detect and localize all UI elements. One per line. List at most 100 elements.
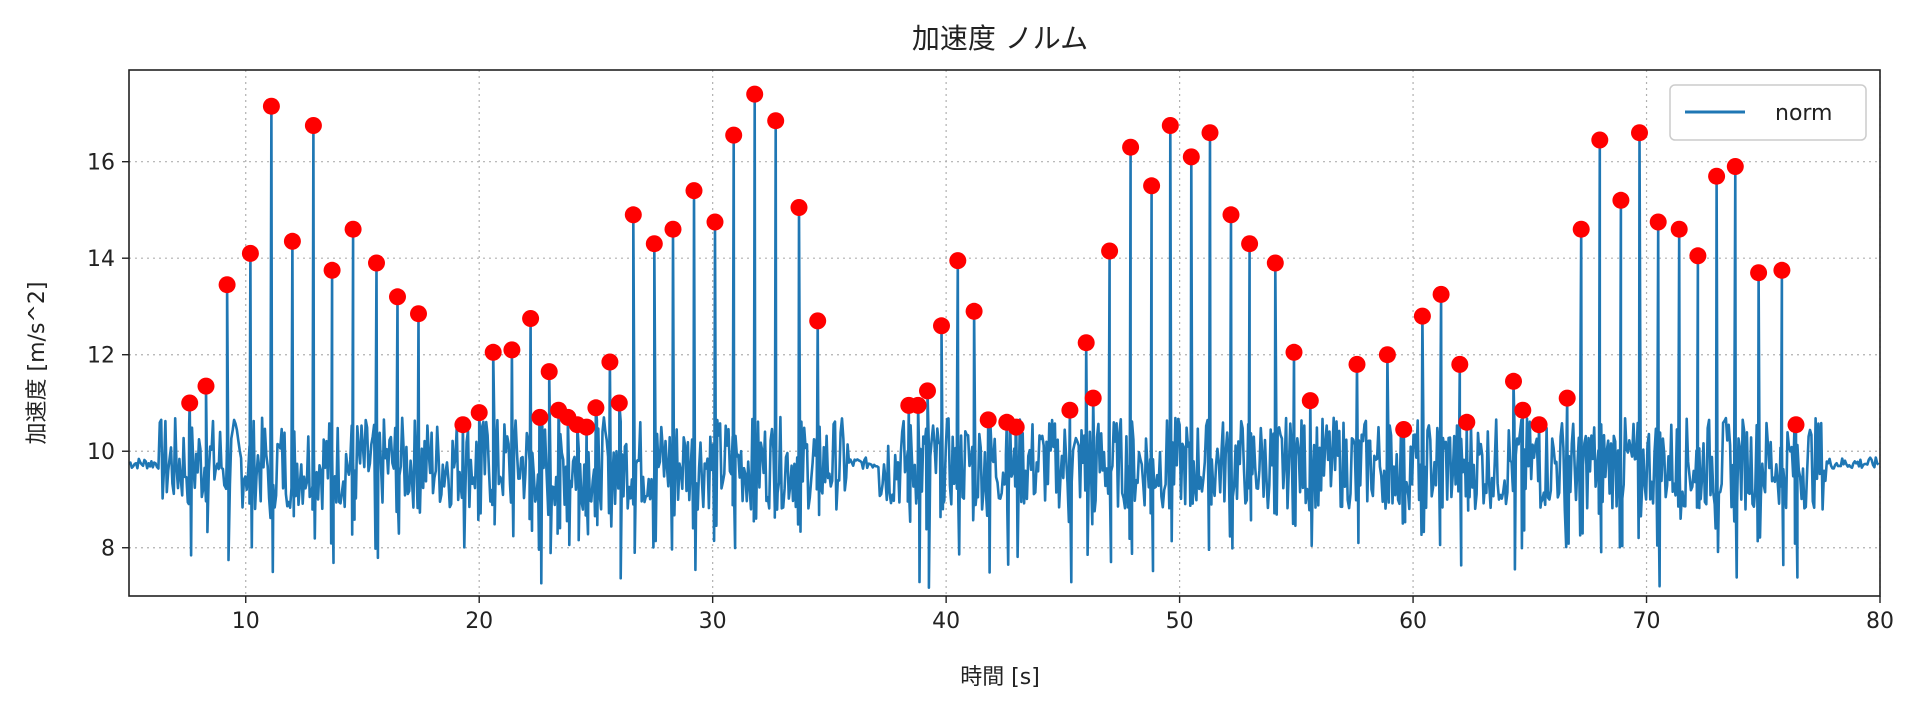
peak-marker: [949, 252, 967, 270]
y-axis-label: 加速度 [m/s^2]: [25, 282, 50, 445]
peak-marker: [909, 396, 927, 414]
legend: norm: [1669, 84, 1867, 141]
y-tick-label: 16: [87, 151, 115, 176]
x-tick-label: 20: [465, 609, 493, 634]
axis-ticks: 10 20 30 40 50 60 70 80 8 10 12 14 16: [87, 151, 1894, 634]
peak-marker: [919, 382, 936, 400]
x-tick-label: 70: [1633, 609, 1661, 634]
legend-label-norm: norm: [1775, 101, 1833, 126]
grid-lines: [129, 70, 1881, 596]
peak-marker: [1572, 220, 1590, 238]
peak-marker: [1348, 355, 1366, 373]
peak-marker: [1558, 389, 1576, 407]
peak-marker: [685, 182, 703, 200]
peak-marker: [933, 317, 950, 335]
peak-marker: [1241, 235, 1259, 253]
x-tick-label: 60: [1399, 609, 1427, 634]
peak-marker: [1670, 220, 1688, 238]
peak-marker: [1750, 264, 1768, 282]
peak-marker: [1201, 124, 1219, 142]
peak-marker: [1432, 285, 1450, 303]
peak-marker: [1787, 416, 1805, 434]
peak-marker: [1285, 343, 1303, 361]
peak-marker: [262, 97, 280, 115]
x-tick-label: 80: [1866, 609, 1894, 634]
peak-marker: [746, 85, 764, 103]
peak-marker: [725, 126, 743, 144]
peak-marker: [767, 112, 785, 130]
peak-marker: [410, 305, 427, 323]
peak-marker: [624, 206, 642, 224]
x-tick-label: 40: [932, 609, 960, 634]
peak-marker: [283, 232, 301, 250]
peak-marker: [1266, 254, 1284, 272]
peak-marker: [1708, 167, 1726, 185]
peak-marker: [470, 404, 488, 422]
peak-marker: [1061, 401, 1079, 419]
peak-marker: [790, 199, 808, 216]
peak-marker: [368, 254, 385, 272]
peak-marker: [540, 363, 558, 381]
y-tick-label: 10: [87, 440, 115, 465]
peak-marker: [664, 220, 682, 238]
peak-marker: [610, 394, 628, 412]
peak-marker: [1077, 334, 1095, 352]
peak-marker: [181, 394, 199, 412]
peak-marker: [1612, 191, 1630, 209]
peak-marker: [503, 341, 521, 359]
peak-marker: [1084, 389, 1102, 407]
peak-marker: [1649, 213, 1667, 231]
y-tick-label: 14: [87, 247, 115, 272]
legend-box: [1669, 84, 1867, 141]
x-tick-label: 30: [699, 609, 727, 634]
peak-marker: [1222, 206, 1240, 224]
peak-markers: [181, 85, 1805, 438]
peak-marker: [1143, 177, 1161, 195]
peak-marker: [1458, 413, 1476, 431]
norm-series: [128, 92, 1880, 589]
peak-marker: [1161, 117, 1179, 134]
peak-marker: [531, 408, 549, 426]
peak-marker: [1395, 421, 1413, 438]
peak-marker: [1122, 138, 1140, 156]
peak-marker: [1007, 418, 1025, 436]
peak-marker: [454, 416, 472, 434]
norm-line: [128, 92, 1880, 589]
peak-marker: [809, 312, 827, 330]
peak-marker: [965, 302, 983, 320]
peak-marker: [587, 399, 605, 417]
peak-marker: [304, 117, 322, 134]
peak-marker: [1101, 242, 1119, 260]
peak-marker: [1591, 131, 1609, 149]
peak-marker: [645, 235, 663, 253]
x-tick-label: 10: [232, 609, 260, 634]
peak-marker: [323, 261, 341, 279]
peak-marker: [1413, 307, 1431, 325]
peak-marker: [601, 353, 619, 371]
peak-marker: [979, 411, 997, 429]
peak-marker: [1182, 148, 1200, 166]
peak-marker: [1530, 416, 1548, 434]
peak-marker: [1514, 401, 1532, 419]
peak-marker: [706, 213, 724, 231]
peak-marker: [218, 276, 236, 294]
peak-marker: [197, 377, 215, 395]
peak-marker: [241, 244, 259, 262]
chart-title: 加速度 ノルム: [912, 22, 1088, 55]
peak-marker: [1689, 247, 1707, 265]
peak-marker: [578, 418, 596, 436]
x-tick-label: 50: [1166, 609, 1194, 634]
y-tick-label: 8: [101, 537, 115, 562]
peak-marker: [1301, 392, 1319, 410]
peak-marker: [522, 310, 540, 327]
plot-frame: [128, 69, 1881, 597]
peak-marker: [1726, 158, 1744, 175]
x-axis-label: 時間 [s]: [960, 665, 1040, 690]
peak-marker: [1773, 261, 1791, 279]
peak-marker: [484, 343, 502, 361]
peak-marker: [1451, 355, 1469, 373]
peak-marker: [1631, 124, 1648, 142]
peak-marker: [1505, 372, 1522, 390]
peak-marker: [344, 220, 362, 238]
